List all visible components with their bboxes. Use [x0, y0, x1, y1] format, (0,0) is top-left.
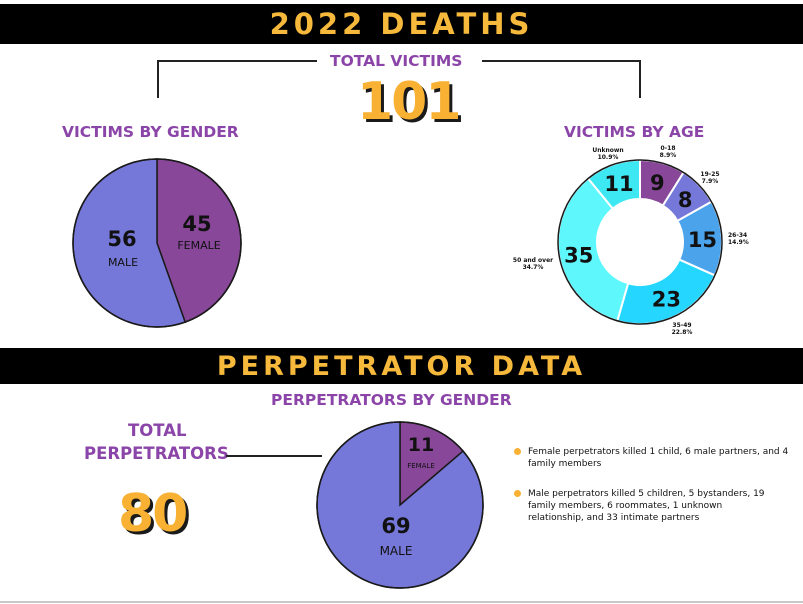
bullet-dot-icon — [514, 490, 521, 497]
segment-value-35-49: 23 — [652, 288, 681, 312]
perp-label-male: MALE — [380, 544, 413, 558]
header-title: 2022 DEATHS — [269, 7, 534, 41]
note-male-perpetrators: Male perpetrators killed 5 children, 5 b… — [514, 488, 778, 524]
segment-percent-unknown: 10.9% — [598, 154, 619, 161]
segment-value-unknown: 11 — [604, 172, 633, 196]
perp-label-female: FEMALE — [407, 462, 435, 470]
note-female-text: Female perpetrators killed 1 child, 6 ma… — [528, 447, 789, 469]
note-male-text: Male perpetrators killed 5 children, 5 b… — [528, 489, 765, 523]
total-victims-value: 101 — [357, 72, 462, 132]
perp-pie-outline — [316, 421, 484, 589]
segment-percent-50-and-over: 34.7% — [523, 264, 544, 271]
total-victims-label: TOTAL VICTIMS — [330, 52, 463, 70]
segment-value-19-25: 8 — [678, 188, 693, 212]
segment-value-26-34: 15 — [688, 228, 717, 252]
perp-value-male: 69 — [381, 514, 410, 538]
segment-percent-0-18: 8.9% — [660, 152, 677, 159]
bracket-right-vertical — [639, 60, 641, 98]
header-banner: 2022 DEATHS — [0, 4, 803, 44]
segment-value-50-and-over: 35 — [564, 244, 593, 268]
slice-value-female: 45 — [182, 212, 211, 236]
segment-category-0-18: 0-18 — [660, 145, 675, 152]
segment-percent-26-34: 14.9% — [728, 239, 749, 246]
perp-value-female: 11 — [408, 434, 434, 456]
donut-outline — [557, 159, 723, 325]
total-perpetrators-label-line2: PERPETRATORS — [84, 444, 229, 463]
pie-outline — [72, 158, 242, 328]
bullet-dot-icon — [514, 448, 521, 455]
bracket-left-horizontal — [157, 60, 317, 62]
bracket-right-horizontal — [482, 60, 640, 62]
note-female-perpetrators: Female perpetrators killed 1 child, 6 ma… — [514, 446, 798, 470]
perpetrators-connector-line — [226, 455, 322, 457]
segment-category-unknown: Unknown — [592, 147, 623, 154]
bracket-left-vertical — [157, 60, 159, 98]
segment-value-0-18: 9 — [650, 171, 665, 195]
segment-category-35-49: 35-49 — [672, 322, 691, 329]
victims-by-gender-title: VICTIMS BY GENDER — [62, 123, 239, 141]
slice-value-male: 56 — [107, 227, 136, 251]
total-perpetrators-label-line1: TOTAL — [128, 421, 187, 440]
perpetrator-section-title: PERPETRATOR DATA — [216, 351, 587, 382]
segment-category-19-25: 19-25 — [700, 171, 719, 178]
bottom-rule — [0, 601, 803, 603]
segment-percent-35-49: 22.8% — [672, 329, 693, 336]
segment-category-50-and-over: 50 and over — [513, 257, 553, 264]
slice-label-male: MALE — [108, 256, 138, 269]
perpetrators-by-gender-title: PERPETRATORS BY GENDER — [271, 391, 512, 409]
segment-category-26-34: 26-34 — [728, 232, 747, 239]
perpetrator-banner: PERPETRATOR DATA — [0, 348, 803, 384]
victims-by-age-title: VICTIMS BY AGE — [564, 123, 705, 141]
segment-percent-19-25: 7.9% — [702, 178, 719, 185]
total-perpetrators-value: 80 — [118, 484, 188, 544]
slice-label-female: FEMALE — [177, 239, 220, 252]
